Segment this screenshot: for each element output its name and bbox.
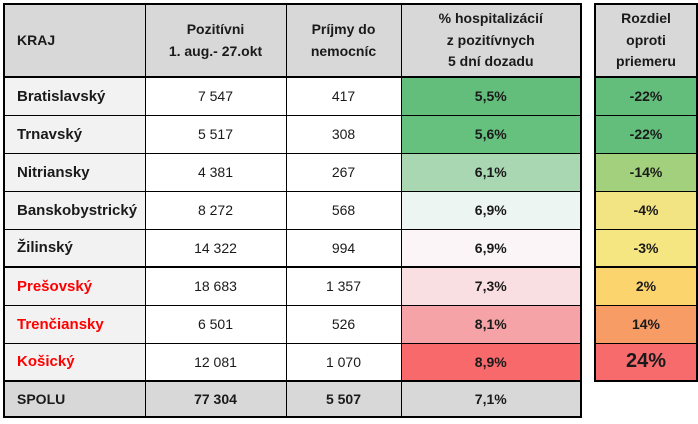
- header-line: Príjmy do: [311, 20, 376, 37]
- total-admissions: 5 507: [285, 380, 402, 418]
- diff-value: -4%: [594, 190, 698, 230]
- admissions-count: 1 070: [285, 342, 402, 382]
- admissions-count: 994: [285, 228, 402, 268]
- positives-count: 6 501: [144, 304, 287, 344]
- header-line: Pozitívni: [186, 20, 245, 37]
- col-header-rozdiel: Rozdiel oproti priemeru: [594, 3, 698, 78]
- diff-row-trnavsky: -22%: [594, 114, 698, 154]
- region-row-bratislavsky: Bratislavský 7 547 417 5,5%: [3, 76, 582, 116]
- diff-row-bratislavsky: -22%: [594, 76, 698, 116]
- admissions-count: 568: [285, 190, 402, 230]
- diff-row-banskobystricky: -4%: [594, 190, 698, 230]
- admissions-count: 267: [285, 152, 402, 192]
- positives-count: 8 272: [144, 190, 287, 230]
- diff-row-zilinsky: -3%: [594, 228, 698, 268]
- region-name: Prešovský: [3, 266, 146, 306]
- hospitalization-rate: 5,6%: [400, 114, 582, 154]
- region-row-nitriansky: Nitriansky 4 381 267 6,1%: [3, 152, 582, 192]
- hospitalization-rate: 7,3%: [400, 266, 582, 306]
- header-line: z pozitívnych: [446, 31, 535, 48]
- region-name: Žilinský: [3, 228, 146, 268]
- region-name: Banskobystrický: [3, 190, 146, 230]
- diff-row-nitriansky: -14%: [594, 152, 698, 192]
- region-row-banskobystricky: Banskobystrický 8 272 568 6,9%: [3, 190, 582, 230]
- positives-count: 18 683: [144, 266, 287, 306]
- admissions-count: 526: [285, 304, 402, 344]
- rozdiel-table: Rozdiel oproti priemeru -22% -22% -14% -…: [594, 3, 698, 382]
- region-row-kosicky: Košický 12 081 1 070 8,9%: [3, 342, 582, 382]
- header-line: % hospitalizácií: [438, 9, 543, 26]
- positives-count: 14 322: [144, 228, 287, 268]
- region-row-presovsky: Prešovský 18 683 1 357 7,3%: [3, 266, 582, 306]
- region-name: Bratislavský: [3, 76, 146, 116]
- admissions-count: 308: [285, 114, 402, 154]
- diff-value: 2%: [594, 266, 698, 306]
- col-header-kraj: KRAJ: [3, 3, 146, 78]
- diff-value: -22%: [594, 76, 698, 116]
- admissions-count: 417: [285, 76, 402, 116]
- region-name: Trnavský: [3, 114, 146, 154]
- region-row-trnavsky: Trnavský 5 517 308 5,6%: [3, 114, 582, 154]
- total-label: SPOLU: [3, 380, 146, 418]
- diff-value: 14%: [594, 304, 698, 344]
- diff-value: -22%: [594, 114, 698, 154]
- col-header-hospitalizacie: % hospitalizácií z pozitívnych 5 dní doz…: [400, 3, 582, 78]
- region-row-trenciansky: Trenčiansky 6 501 526 8,1%: [3, 304, 582, 344]
- total-hospitalization-rate: 7,1%: [400, 380, 582, 418]
- diff-value: -3%: [594, 228, 698, 268]
- col-header-prijmy: Príjmy do nemocníc: [285, 3, 402, 78]
- region-row-zilinsky: Žilinský 14 322 994 6,9%: [3, 228, 582, 268]
- region-name: Košický: [3, 342, 146, 382]
- region-name: Trenčiansky: [3, 304, 146, 344]
- hospitalization-rate: 8,9%: [400, 342, 582, 382]
- header-line: oproti: [626, 31, 666, 48]
- header-line: priemeru: [616, 53, 676, 70]
- diff-row-trenciansky: 14%: [594, 304, 698, 344]
- hospitalization-rate: 6,9%: [400, 228, 582, 268]
- header-line: Rozdiel: [621, 9, 671, 26]
- header-line: 5 dní dozadu: [447, 53, 534, 70]
- header-line: nemocníc: [310, 42, 377, 59]
- hospitalization-rate: 5,5%: [400, 76, 582, 116]
- hospitalization-rate: 6,9%: [400, 190, 582, 230]
- admissions-count: 1 357: [285, 266, 402, 306]
- diff-row-kosicky: 24%: [594, 342, 698, 382]
- hospitalization-table: KRAJ Pozitívni 1. aug.- 27.okt Príjmy do…: [3, 3, 582, 418]
- total-positives: 77 304: [144, 380, 287, 418]
- diff-row-presovsky: 2%: [594, 266, 698, 306]
- positives-count: 7 547: [144, 76, 287, 116]
- header-row: KRAJ Pozitívni 1. aug.- 27.okt Príjmy do…: [3, 3, 582, 78]
- region-name: Nitriansky: [3, 152, 146, 192]
- positives-count: 12 081: [144, 342, 287, 382]
- header-line: 1. aug.- 27.okt: [168, 42, 263, 59]
- diff-value: -14%: [594, 152, 698, 192]
- total-row-spolu: SPOLU 77 304 5 507 7,1%: [3, 380, 582, 418]
- positives-count: 5 517: [144, 114, 287, 154]
- rozdiel-header-row: Rozdiel oproti priemeru: [594, 3, 698, 78]
- col-header-pozitivni: Pozitívni 1. aug.- 27.okt: [144, 3, 287, 78]
- positives-count: 4 381: [144, 152, 287, 192]
- diff-value: 24%: [594, 342, 698, 382]
- hospitalization-rate: 6,1%: [400, 152, 582, 192]
- hospitalization-rate: 8,1%: [400, 304, 582, 344]
